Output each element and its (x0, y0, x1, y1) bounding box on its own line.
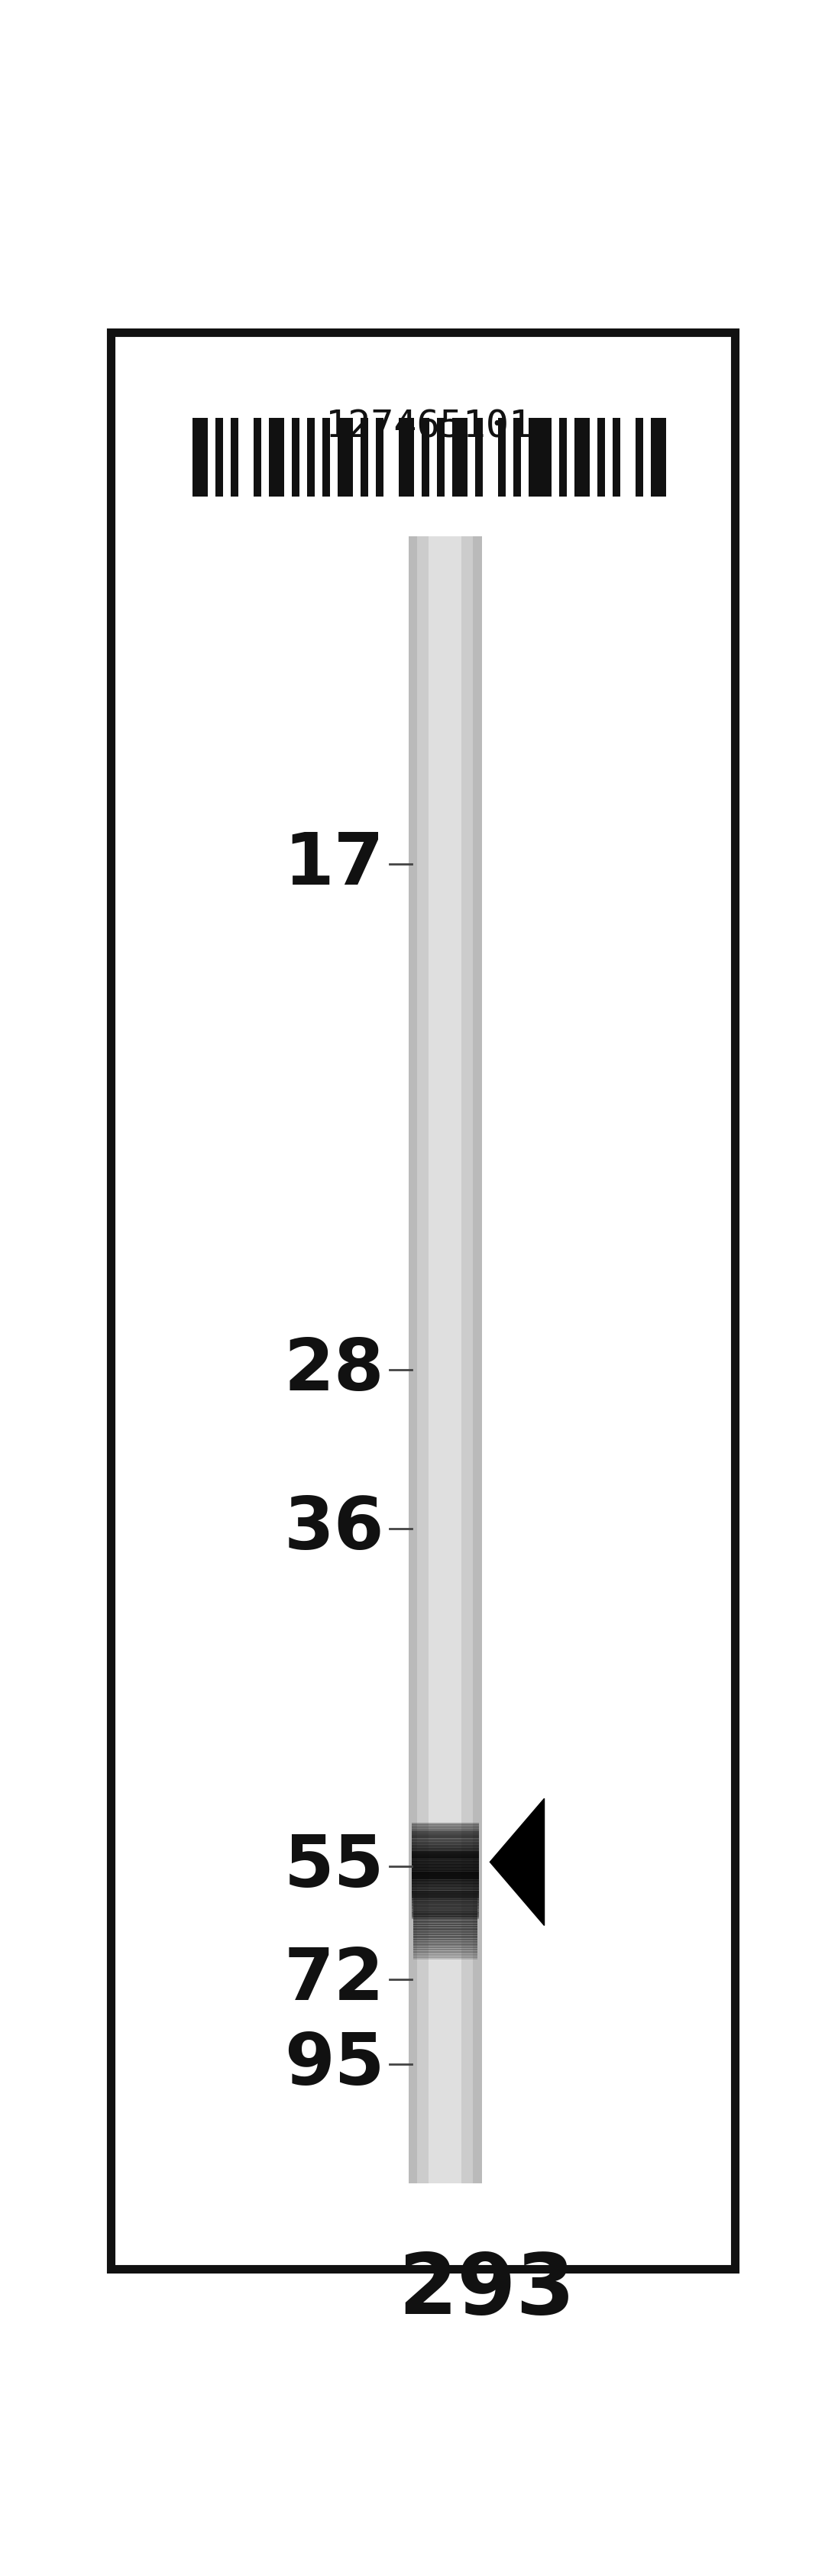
Bar (412, 1873, 478, 1875)
Bar (635, 417, 643, 497)
Bar (412, 1873, 478, 1875)
Bar (412, 1899, 478, 1901)
Bar (398, 417, 414, 497)
Bar (412, 1844, 478, 1847)
Bar (376, 417, 384, 497)
Bar (231, 417, 238, 497)
Bar (412, 1868, 478, 1873)
Text: 95: 95 (284, 2030, 384, 2099)
Bar (412, 1904, 478, 1906)
Bar (412, 1878, 478, 1880)
Bar (412, 1909, 478, 1911)
Bar (513, 417, 521, 497)
Bar (412, 1888, 478, 1893)
Bar (412, 1865, 478, 1868)
Bar (269, 417, 284, 497)
Text: 36: 36 (284, 1494, 384, 1564)
Bar (412, 1839, 478, 1842)
Bar (574, 417, 590, 497)
Bar (412, 1824, 478, 1826)
Bar (412, 1901, 478, 1904)
Bar (529, 417, 551, 497)
Bar (412, 1847, 478, 1850)
Bar (412, 1852, 478, 1855)
Bar (412, 1911, 478, 1914)
Bar (412, 1860, 478, 1862)
Bar (412, 1850, 478, 1852)
Bar (422, 417, 429, 497)
Bar (323, 417, 330, 497)
Bar (412, 1914, 478, 1917)
Bar (412, 1870, 478, 1873)
Bar (361, 417, 368, 497)
Bar (412, 1829, 478, 1832)
Text: 28: 28 (284, 1334, 384, 1406)
Text: 72: 72 (284, 1945, 384, 2014)
Polygon shape (490, 1798, 544, 1927)
Bar (412, 1860, 478, 1862)
Bar (473, 538, 482, 2184)
Bar (412, 1868, 478, 1870)
Bar (193, 417, 208, 497)
Bar (412, 1880, 478, 1883)
Bar (437, 417, 445, 497)
Bar (412, 1842, 478, 1844)
Bar (412, 1852, 478, 1855)
Bar (412, 1837, 478, 1839)
Bar (412, 1917, 478, 1919)
Bar (559, 417, 567, 497)
Bar (412, 1914, 478, 1917)
Bar (412, 1906, 478, 1909)
Bar (408, 538, 417, 2184)
Bar (412, 1896, 478, 1899)
Bar (412, 1883, 478, 1886)
Bar (408, 538, 482, 2184)
Bar (412, 1875, 478, 1878)
Bar (412, 1906, 478, 1909)
Bar (412, 1826, 478, 1829)
Bar (412, 1826, 478, 1829)
Bar (412, 1832, 478, 1834)
Bar (498, 417, 506, 497)
Bar (412, 1847, 478, 1850)
Bar (412, 1899, 478, 1901)
Bar (412, 1839, 478, 1842)
Bar (412, 1834, 478, 1837)
Bar (292, 417, 299, 497)
Bar (412, 1901, 478, 1904)
Bar (412, 1857, 478, 1860)
Bar (412, 1888, 478, 1891)
Bar (412, 1837, 478, 1839)
Text: 17: 17 (284, 829, 384, 899)
Bar (337, 417, 353, 497)
Bar (412, 1878, 478, 1880)
Bar (597, 417, 605, 497)
Bar (215, 417, 223, 497)
Bar (254, 417, 262, 497)
Bar (412, 1862, 478, 1865)
Bar (412, 1857, 478, 1860)
Bar (412, 1886, 478, 1888)
Bar (412, 1909, 478, 1914)
Bar (475, 417, 483, 497)
Bar (412, 1832, 478, 1834)
Bar (412, 1886, 478, 1888)
Bar (429, 538, 462, 2184)
Bar (651, 417, 666, 497)
Text: 55: 55 (284, 1832, 384, 1901)
Bar (452, 417, 468, 497)
Bar (412, 1865, 478, 1868)
Bar (412, 1824, 478, 1826)
Text: 293: 293 (398, 2249, 575, 2331)
Bar (307, 417, 315, 497)
Bar (412, 1844, 478, 1847)
Bar (612, 417, 620, 497)
Bar (412, 1893, 478, 1896)
Bar (412, 1893, 478, 1896)
Bar (412, 1880, 478, 1883)
Bar (412, 1891, 478, 1893)
Text: 127465101: 127465101 (326, 407, 533, 446)
Bar (412, 1855, 478, 1857)
